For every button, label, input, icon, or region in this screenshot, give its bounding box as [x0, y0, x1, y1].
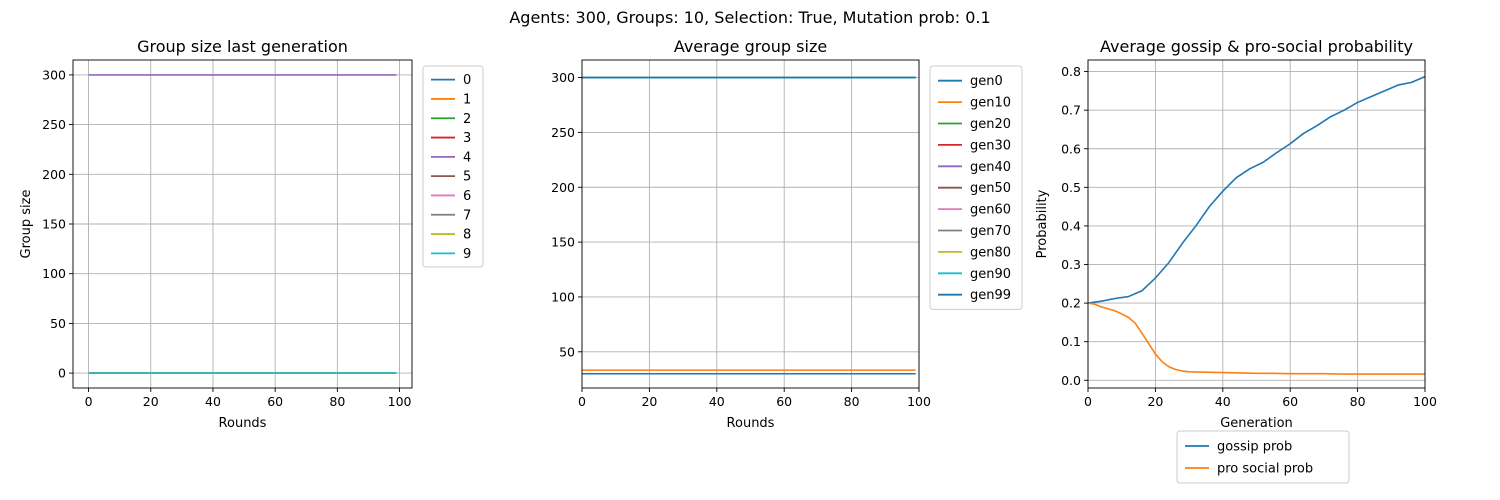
legend-label: 5 — [463, 170, 471, 185]
y-tick-label: 50 — [50, 316, 66, 331]
y-tick-label: 0.3 — [1061, 257, 1081, 272]
legend-label: gen40 — [970, 160, 1011, 175]
panel-title: Average gossip & pro-social probability — [1100, 37, 1413, 56]
legend-label: 6 — [463, 189, 471, 204]
y-tick-label: 300 — [42, 67, 66, 82]
series-line-pro-social-prob — [1088, 302, 1425, 375]
legend-label: 2 — [463, 112, 471, 127]
x-tick-label: 20 — [641, 394, 657, 409]
legend-label: gen10 — [970, 96, 1011, 111]
series-group — [1088, 75, 1425, 375]
y-tick-label: 0.0 — [1061, 373, 1081, 388]
y-tick-label: 0.1 — [1061, 334, 1081, 349]
y-axis-label: Group size — [19, 190, 34, 259]
x-tick-label: 60 — [1282, 394, 1298, 409]
y-tick-label: 0.5 — [1061, 180, 1081, 195]
x-tick-label: 80 — [1350, 394, 1366, 409]
y-tick-label: 0.2 — [1061, 296, 1081, 311]
legend-label: gen50 — [970, 181, 1011, 196]
x-axis-label: Rounds — [219, 416, 267, 431]
y-tick-label: 250 — [42, 117, 66, 132]
legend-label: 3 — [463, 131, 471, 146]
y-axis-label: Probability — [1035, 189, 1050, 258]
legend-label: pro social prob — [1217, 462, 1313, 477]
y-tick-label: 150 — [551, 235, 575, 250]
plot-frame — [581, 59, 920, 389]
panel-title: Group size last generation — [137, 37, 348, 56]
legend-box — [929, 65, 1023, 310]
y-tick-label: 0.4 — [1061, 218, 1081, 233]
legend-label: gen0 — [970, 74, 1003, 89]
x-tick-label: 80 — [329, 394, 345, 409]
legend-box — [1176, 430, 1350, 484]
x-tick-label: 20 — [143, 394, 159, 409]
legend-label: gen90 — [970, 267, 1011, 282]
y-tick-label: 100 — [551, 289, 575, 304]
y-tick-label: 0.8 — [1061, 64, 1081, 79]
x-tick-label: 0 — [578, 394, 586, 409]
legend-label: gen70 — [970, 224, 1011, 239]
legend-label: gen99 — [970, 288, 1011, 303]
chart-panel-2: 0 20 40 60 80 100 50 100 150 200 250 300 Average gro… — [551, 37, 1023, 431]
legend: 0 1 2 3 4 5 6 7 8 9 — [422, 65, 484, 268]
series-group — [582, 76, 916, 375]
x-tick-label: 40 — [709, 394, 725, 409]
y-tick-label: 200 — [42, 167, 66, 182]
x-axis-label: Rounds — [727, 416, 775, 431]
x-tick-label: 60 — [776, 394, 792, 409]
legend-label: gen20 — [970, 117, 1011, 132]
x-tick-label: 40 — [205, 394, 221, 409]
y-tick-label: 50 — [559, 344, 575, 359]
legend: gen0 gen10 gen20 gen30 gen40 gen50 gen60 gen70 g… — [929, 65, 1023, 310]
legend: gossip prob pro social prob — [1176, 430, 1350, 484]
series-line-gossip-prob — [1088, 75, 1425, 304]
legend-label: 9 — [463, 247, 471, 262]
y-tick-label: 0.7 — [1061, 103, 1081, 118]
y-tick-label: 100 — [42, 266, 66, 281]
legend-label: gen60 — [970, 203, 1011, 218]
legend-box — [422, 65, 484, 268]
legend-label: 4 — [463, 150, 471, 165]
x-tick-label: 100 — [1413, 394, 1437, 409]
legend-label: 7 — [463, 208, 471, 223]
legend-label: 0 — [463, 73, 471, 88]
series-group — [88, 74, 397, 374]
plot-frame — [1087, 59, 1426, 389]
panel-title: Average group size — [674, 37, 827, 56]
legend-label: 8 — [463, 228, 471, 243]
x-tick-label: 100 — [907, 394, 931, 409]
y-tick-label: 250 — [551, 125, 575, 140]
legend-label: 1 — [463, 92, 471, 107]
x-tick-label: 0 — [85, 394, 93, 409]
y-tick-label: 300 — [551, 70, 575, 85]
x-tick-label: 20 — [1147, 394, 1163, 409]
x-axis-label: Generation — [1220, 416, 1293, 431]
y-tick-label: 0 — [58, 366, 66, 381]
legend-label: gossip prob — [1217, 440, 1292, 455]
legend-label: gen80 — [970, 245, 1011, 260]
y-tick-label: 150 — [42, 217, 66, 232]
x-tick-label: 80 — [844, 394, 860, 409]
x-tick-label: 0 — [1084, 394, 1092, 409]
chart-panel-3: 0 20 40 60 80 100 0.0 0.1 0.2 0.3 0.4 0.5 0.6 0.7 0.8 A… — [1035, 37, 1437, 484]
x-tick-label: 40 — [1215, 394, 1231, 409]
figure-suptitle: Agents: 300, Groups: 10, Selection: True… — [509, 8, 990, 27]
legend-label: gen30 — [970, 138, 1011, 153]
x-tick-label: 60 — [267, 394, 283, 409]
x-tick-label: 100 — [388, 394, 412, 409]
y-tick-label: 0.6 — [1061, 141, 1081, 156]
y-tick-label: 200 — [551, 180, 575, 195]
